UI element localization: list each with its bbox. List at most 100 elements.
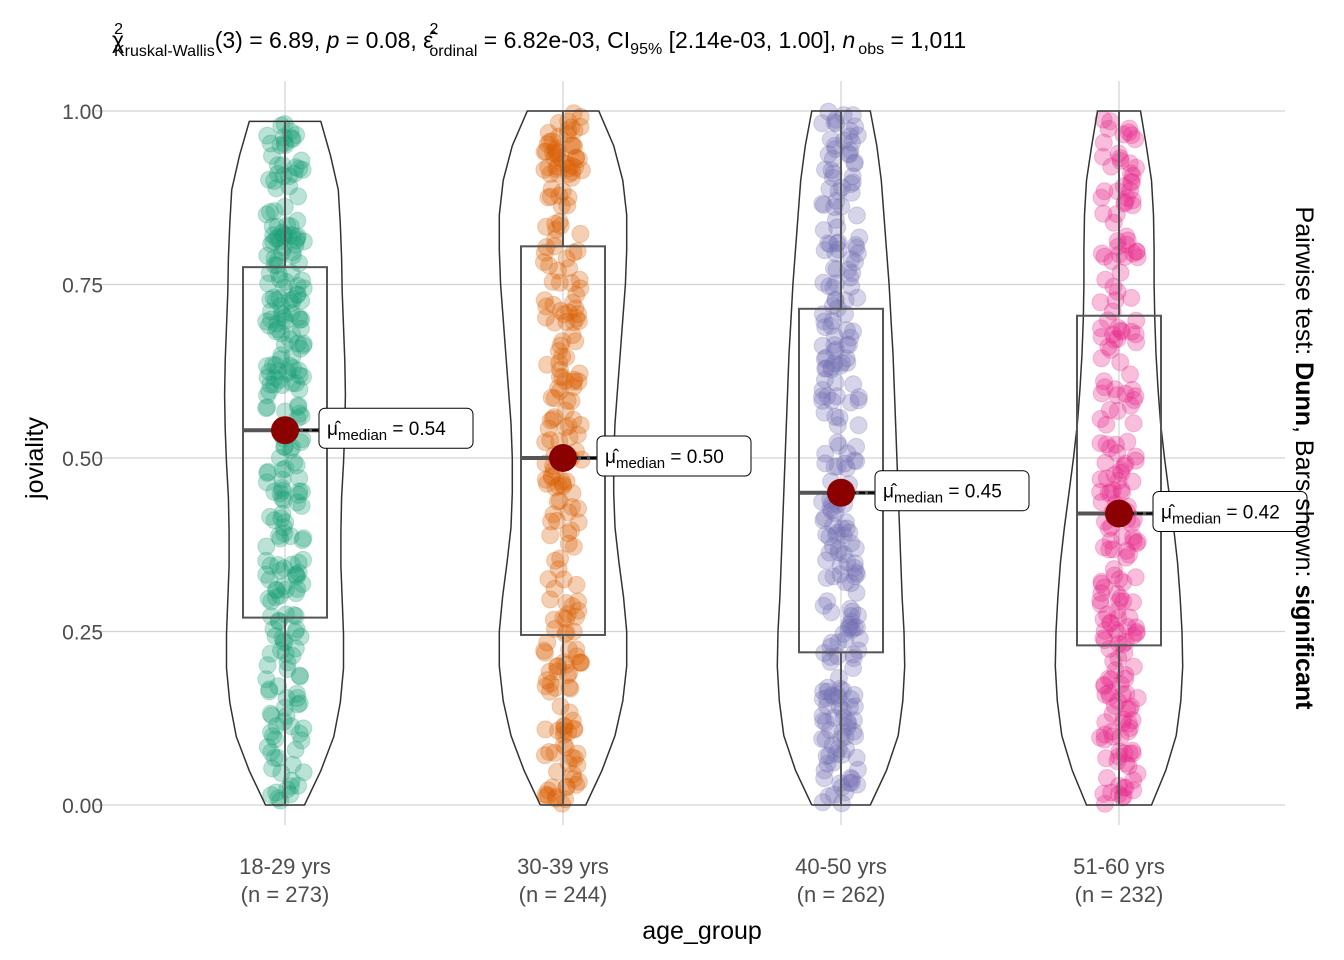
data-point [1092, 384, 1111, 403]
data-point [288, 286, 307, 304]
data-point [820, 721, 839, 740]
data-point [820, 277, 839, 296]
data-point [281, 217, 300, 236]
data-point [537, 297, 556, 316]
chi-statistic: (3) = 6.89, [215, 27, 327, 53]
data-point [1126, 130, 1145, 149]
data-point [283, 755, 302, 774]
data-point [260, 170, 279, 189]
data-point [293, 160, 312, 179]
data-point [824, 516, 843, 535]
data-point [1122, 322, 1141, 341]
data-point [262, 786, 281, 805]
data-point [540, 132, 559, 151]
data-point [268, 218, 287, 236]
data-point [285, 453, 304, 472]
data-point [563, 597, 582, 615]
data-point [261, 704, 280, 723]
data-point [543, 410, 562, 428]
data-point [1095, 725, 1114, 744]
data-point [1111, 675, 1130, 694]
data-point [838, 553, 857, 572]
data-point [273, 629, 292, 648]
data-point [818, 697, 836, 716]
data-point [828, 433, 847, 452]
data-point [257, 399, 276, 418]
data-point [569, 312, 588, 331]
data-point [1115, 247, 1134, 266]
data-point [536, 785, 555, 804]
data-point [571, 653, 590, 672]
data-point [845, 451, 864, 470]
data-point [1112, 321, 1131, 340]
data-point [548, 157, 567, 176]
data-point [845, 554, 864, 573]
data-point [546, 789, 565, 808]
data-point [556, 738, 575, 757]
data-point [828, 457, 847, 476]
data-point [1104, 277, 1123, 296]
data-point [277, 272, 295, 291]
group-51-60-yrs: μ̂median = 0.42 [1054, 110, 1308, 813]
data-point [823, 312, 842, 331]
data-point [536, 643, 554, 662]
data-point [1108, 182, 1127, 201]
data-point [260, 682, 279, 701]
data-point [563, 765, 582, 784]
data-point [555, 653, 574, 672]
data-point [567, 309, 586, 328]
data-point [283, 226, 302, 245]
data-point [550, 367, 569, 386]
data-point [1115, 194, 1134, 213]
data-point [1107, 205, 1126, 224]
data-point [569, 305, 588, 323]
pairwise-test-name: Dunn [1290, 362, 1318, 426]
data-point [815, 403, 834, 422]
data-point [827, 340, 846, 359]
data-point [272, 376, 291, 394]
data-point [1127, 333, 1146, 352]
data-point [553, 368, 572, 387]
data-point [549, 560, 568, 579]
data-point [1126, 387, 1145, 406]
data-point [535, 160, 554, 179]
data-point [845, 618, 864, 637]
data-point [547, 145, 566, 163]
data-point [1092, 493, 1111, 512]
data-point [269, 749, 288, 768]
data-point [842, 690, 860, 709]
data-point [1092, 244, 1111, 263]
data-point [540, 743, 559, 761]
data-point [258, 246, 277, 265]
data-point [1127, 618, 1145, 637]
data-point [551, 216, 570, 235]
data-point [826, 244, 845, 263]
data-point [550, 273, 569, 292]
data-point [847, 437, 866, 456]
data-point [555, 717, 574, 736]
data-point [541, 187, 560, 206]
data-point [276, 580, 295, 599]
x-tick-label: 40-50 yrs [795, 854, 887, 879]
data-point [539, 158, 558, 177]
data-point [564, 537, 583, 556]
data-point [567, 575, 586, 594]
data-point [536, 470, 555, 489]
data-point [847, 565, 866, 584]
data-point [814, 511, 833, 530]
data-point [541, 526, 560, 545]
data-point [1117, 548, 1136, 567]
x-tick-n-label: (n = 244) [519, 882, 608, 907]
data-point [288, 227, 307, 246]
data-point [1104, 652, 1123, 671]
data-point [1106, 435, 1125, 454]
data-point [1111, 588, 1130, 607]
data-point [288, 285, 307, 304]
data-point [292, 291, 311, 310]
data-point [821, 235, 840, 254]
data-point [559, 754, 578, 773]
data-point [565, 370, 584, 389]
data-point [813, 305, 832, 324]
data-point [292, 310, 311, 329]
data-point [539, 570, 558, 589]
